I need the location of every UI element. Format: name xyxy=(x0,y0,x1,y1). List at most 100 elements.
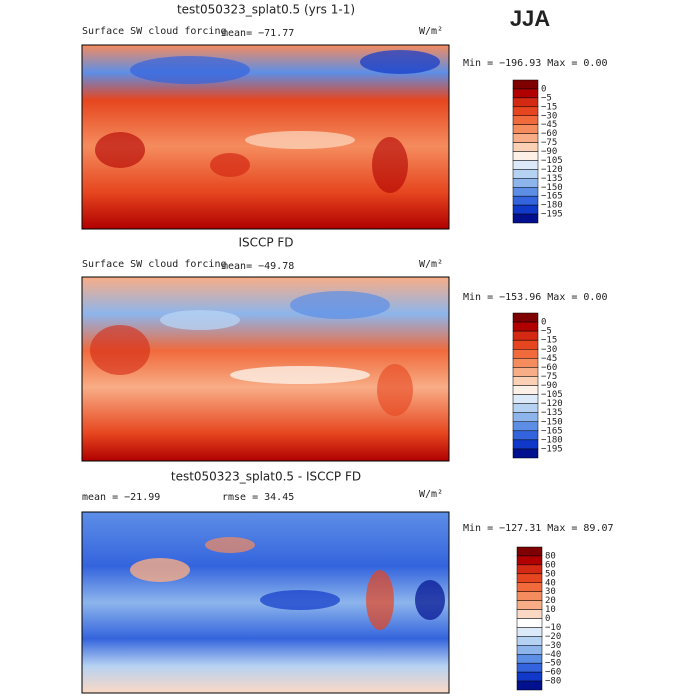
map xyxy=(81,44,450,230)
colorbar-box xyxy=(516,618,543,628)
colorbar-box xyxy=(512,133,539,143)
colorbar-label: −135 xyxy=(541,408,563,418)
min-max: Min = −153.96 Max = 0.00 xyxy=(463,292,608,303)
colorbar-box xyxy=(512,430,539,441)
colorbar-box xyxy=(512,421,539,432)
colorbar-label: −165 xyxy=(541,192,563,202)
colorbar-box xyxy=(512,439,539,450)
colorbar-box xyxy=(512,394,539,404)
colorbar-box xyxy=(516,662,543,673)
min-max: Min = −196.93 Max = 0.00 xyxy=(463,58,608,69)
panel-title: test050323_splat0.5 (yrs 1-1) xyxy=(177,3,355,17)
colorbar-box xyxy=(516,671,543,682)
colorbar-box xyxy=(512,169,539,179)
colorbar-label: −150 xyxy=(541,183,563,193)
colorbar-label: 0 xyxy=(545,614,550,624)
colorbar-box xyxy=(516,582,543,592)
colorbar-label: −90 xyxy=(541,147,557,157)
colorbar-label: −30 xyxy=(541,345,557,355)
colorbar-box xyxy=(516,546,543,557)
colorbar-label: −180 xyxy=(541,201,563,211)
colorbar-label: −195 xyxy=(541,210,563,220)
colorbar-label: 40 xyxy=(545,578,556,588)
colorbar-label: −105 xyxy=(541,390,563,400)
units: W/m² xyxy=(419,26,443,37)
colorbar-box xyxy=(512,403,539,413)
colorbar-label: 0 xyxy=(541,84,546,94)
colorbar-label: −5 xyxy=(541,327,552,337)
min-max: Min = −127.31 Max = 89.07 xyxy=(463,523,614,534)
colorbar-box xyxy=(512,385,539,395)
colorbar-label: −40 xyxy=(545,650,561,660)
colorbar-box xyxy=(512,213,539,224)
colorbar-label: −150 xyxy=(541,417,563,427)
colorbar-box xyxy=(516,573,543,583)
colorbar-box xyxy=(512,339,539,350)
colorbar-box xyxy=(512,204,539,215)
colorbar-label: 50 xyxy=(545,569,556,579)
colorbar-label: −60 xyxy=(545,668,561,678)
colorbar-box xyxy=(512,321,539,332)
colorbar-box xyxy=(516,654,543,664)
panel-title: ISCCP FD xyxy=(238,236,293,250)
colorbar-label: −120 xyxy=(541,399,563,409)
colorbar-label: −195 xyxy=(541,444,563,454)
colorbar-label: −45 xyxy=(541,354,557,364)
colorbar-label: −105 xyxy=(541,156,563,166)
colorbar-box xyxy=(512,367,539,377)
colorbar-label: −135 xyxy=(541,174,563,184)
colorbar-box xyxy=(512,160,539,170)
colorbar-box xyxy=(516,609,543,619)
colorbar-label: −30 xyxy=(541,111,557,121)
colorbar-box xyxy=(516,627,543,637)
colorbar-box xyxy=(516,636,543,646)
mean-label: mean= −71.77 xyxy=(222,28,294,39)
rmse-label: rmse = 34.45 xyxy=(222,492,294,503)
colorbar-label: 20 xyxy=(545,596,556,606)
mean-label: mean = −21.99 xyxy=(82,492,160,503)
colorbar-box xyxy=(516,645,543,655)
colorbar-label: −180 xyxy=(541,435,563,445)
colorbar-box xyxy=(512,195,539,206)
colorbar-box xyxy=(516,680,543,691)
colorbar-label: 30 xyxy=(545,587,556,597)
variable-label: Surface SW cloud forcing xyxy=(82,26,227,37)
colorbar-box xyxy=(512,178,539,188)
colorbar-label: −120 xyxy=(541,165,563,175)
colorbar-box xyxy=(516,591,543,601)
colorbar-label: −15 xyxy=(541,336,557,346)
map xyxy=(81,511,450,694)
colorbar-0: 0−5−15−30−45−60−75−90−105−120−135−150−16… xyxy=(512,79,563,224)
colorbar-label: 60 xyxy=(545,560,556,570)
colorbar-label: −5 xyxy=(541,93,552,103)
colorbar-label: −10 xyxy=(545,623,561,633)
colorbar-label: 0 xyxy=(541,318,546,328)
colorbar-label: −165 xyxy=(541,426,563,436)
colorbar-label: −15 xyxy=(541,102,557,112)
units: W/m² xyxy=(419,259,443,270)
season: JJA xyxy=(510,6,550,31)
colorbar-box xyxy=(516,555,543,566)
colorbar-box xyxy=(512,115,539,125)
panel-title: test050323_splat0.5 - ISCCP FD xyxy=(171,470,361,484)
colorbar-label: −90 xyxy=(541,381,557,391)
colorbar-box xyxy=(512,349,539,359)
colorbar-box xyxy=(516,564,543,575)
colorbar-label: −20 xyxy=(545,632,561,642)
colorbar-box xyxy=(512,142,539,152)
mean-label: mean= −49.78 xyxy=(222,261,294,272)
colorbar-label: −80 xyxy=(545,677,561,687)
colorbar-box xyxy=(512,151,539,161)
colorbar-box xyxy=(512,312,539,323)
colorbar-box xyxy=(512,448,539,459)
colorbar-label: −60 xyxy=(541,129,557,139)
colorbar-box xyxy=(512,330,539,341)
colorbar-box xyxy=(512,106,539,116)
colorbar-box xyxy=(512,79,539,90)
colorbar-1: 0−5−15−30−45−60−75−90−105−120−135−150−16… xyxy=(512,312,563,459)
colorbar-label: −50 xyxy=(545,659,561,669)
colorbar-box xyxy=(512,358,539,368)
colorbar-label: −60 xyxy=(541,363,557,373)
